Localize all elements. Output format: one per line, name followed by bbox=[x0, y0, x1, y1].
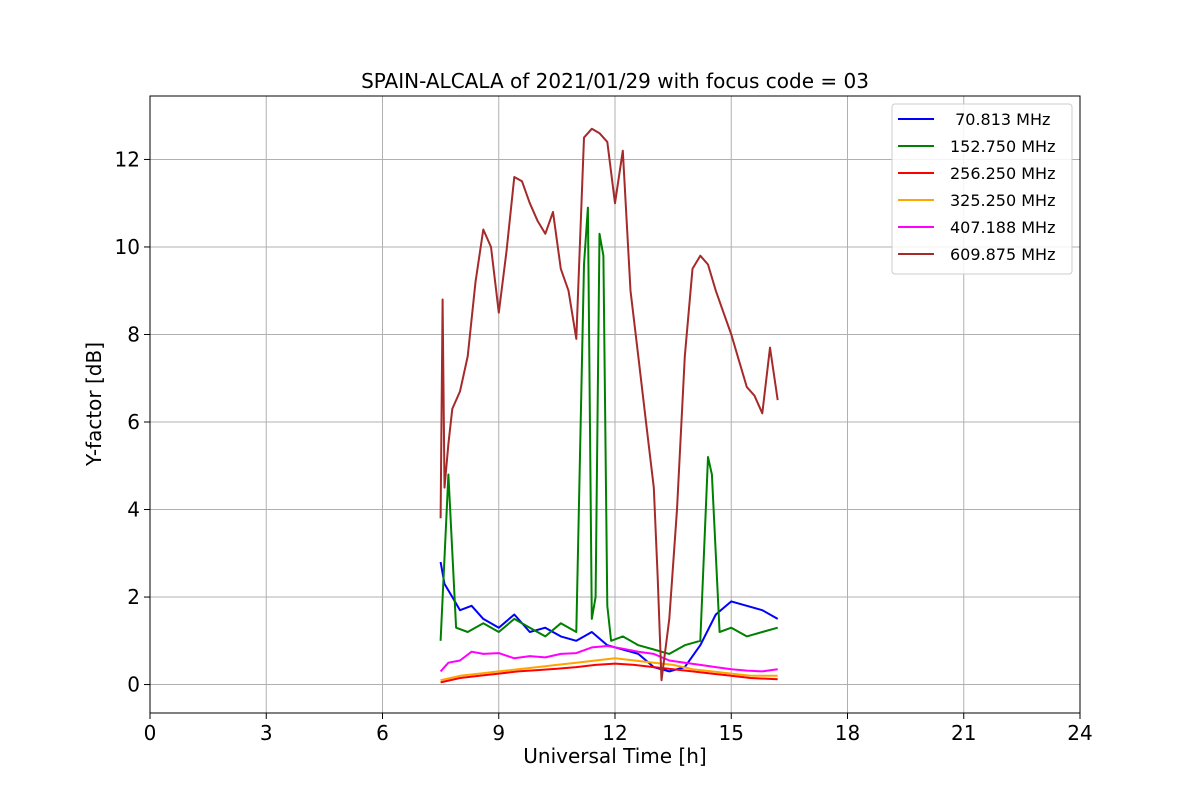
x-axis-ticks: 0 3 6 9 12 15 18 21 24 bbox=[144, 713, 1093, 745]
y-tick-label: 2 bbox=[127, 585, 140, 609]
y-tick-label: 10 bbox=[115, 235, 140, 259]
legend-label-5: 609.875 MHz bbox=[950, 245, 1055, 264]
x-tick-label: 9 bbox=[492, 721, 505, 745]
legend-label-1: 152.750 MHz bbox=[950, 137, 1055, 156]
x-axis-label: Universal Time [h] bbox=[523, 744, 706, 768]
x-tick-label: 15 bbox=[719, 721, 744, 745]
legend-box bbox=[891, 103, 1073, 275]
series-line-1 bbox=[439, 206, 778, 655]
legend-label-0: 70.813 MHz bbox=[950, 110, 1050, 129]
y-axis-label: Y-factor [dB] bbox=[82, 342, 106, 467]
series-line-5 bbox=[439, 127, 779, 682]
x-tick-label: 0 bbox=[144, 721, 157, 745]
series-line-0 bbox=[439, 561, 779, 673]
series-line-4 bbox=[439, 645, 778, 673]
y-tick-label: 8 bbox=[127, 322, 140, 346]
legend: 70.813 MHz 152.750 MHz 256.250 MHz 325.250 … bbox=[891, 103, 1073, 275]
x-tick-label: 3 bbox=[260, 721, 273, 745]
legend-label-3: 325.250 MHz bbox=[950, 191, 1055, 210]
series-line-2 bbox=[440, 662, 778, 684]
y-tick-label: 0 bbox=[127, 673, 140, 697]
x-tick-label: 6 bbox=[376, 721, 389, 745]
y-tick-label: 4 bbox=[127, 498, 140, 522]
y-axis-ticks: 0 2 4 6 8 10 12 bbox=[115, 147, 150, 697]
x-tick-label: 21 bbox=[951, 721, 976, 745]
legend-label-4: 407.188 MHz bbox=[950, 218, 1055, 237]
legend-label-2: 256.250 MHz bbox=[950, 164, 1055, 183]
x-tick-label: 24 bbox=[1067, 721, 1092, 745]
y-tick-label: 12 bbox=[115, 147, 140, 171]
chart-title: SPAIN-ALCALA of 2021/01/29 with focus co… bbox=[361, 69, 869, 93]
x-tick-label: 18 bbox=[835, 721, 860, 745]
x-tick-label: 12 bbox=[602, 721, 627, 745]
series-line-3 bbox=[440, 657, 778, 682]
series-layer bbox=[439, 127, 779, 684]
y-tick-label: 6 bbox=[127, 410, 140, 434]
